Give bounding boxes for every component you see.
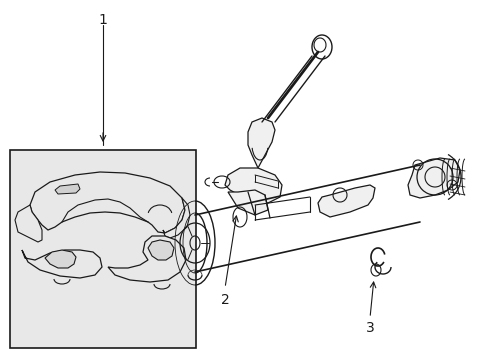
Polygon shape (247, 118, 274, 168)
Polygon shape (224, 168, 282, 203)
Polygon shape (15, 205, 42, 242)
Text: 3: 3 (365, 321, 374, 335)
Polygon shape (163, 198, 190, 238)
Polygon shape (108, 236, 185, 282)
Polygon shape (30, 172, 184, 233)
Text: 2: 2 (220, 293, 229, 307)
Polygon shape (148, 240, 174, 260)
Polygon shape (45, 250, 76, 268)
Polygon shape (55, 184, 80, 194)
Bar (10, 150, 196, 348)
Polygon shape (227, 190, 267, 215)
Polygon shape (317, 185, 374, 217)
Polygon shape (22, 250, 102, 278)
Text: 1: 1 (99, 13, 107, 27)
Polygon shape (407, 158, 459, 198)
